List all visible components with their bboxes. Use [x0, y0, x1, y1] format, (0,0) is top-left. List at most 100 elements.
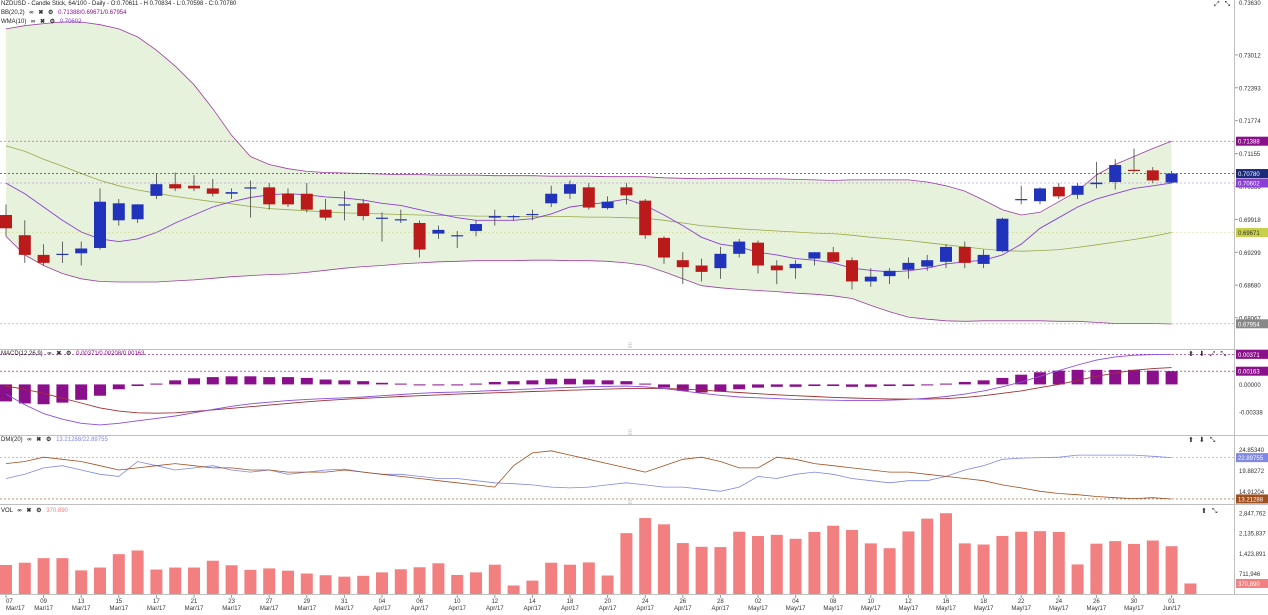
macd-histogram-bar	[432, 384, 445, 386]
macd-histogram-bar	[112, 384, 125, 390]
collapse-icon[interactable]: ⤡	[1224, 1, 1231, 8]
price-chart[interactable]	[0, 0, 1234, 349]
link-icon[interactable]: ∞	[47, 351, 52, 357]
resize-grip-icon[interactable]: ⁞⁞	[628, 430, 632, 437]
vol-header: VOL ∞ ✖ ⚙ 370.890	[1, 507, 68, 516]
macd-histogram-bar	[56, 384, 69, 403]
volume-bar	[958, 543, 971, 594]
settings-icon[interactable]: ⚙	[66, 351, 72, 357]
dmi-pane[interactable]: DMI(20) ∞ ✖ ⚙ 13.21288/22.89755 ⬆ ⬇ ⤡	[0, 436, 1234, 504]
macd-histogram-bar	[376, 382, 388, 385]
time-tick-month: Mar/17	[109, 606, 128, 612]
candle-body	[357, 203, 370, 217]
candle-body	[37, 254, 50, 263]
time-tick-month: Mar/17	[34, 606, 53, 612]
link-icon[interactable]: ∞	[29, 10, 34, 16]
collapse-icon[interactable]: ⤡	[1211, 508, 1218, 515]
candle-body	[1034, 188, 1046, 202]
time-tick-day: 12	[491, 599, 498, 605]
macd-pane[interactable]: MACD(12,26,9) ∞ ✖ ⚙ 0.00371/0.00208/0.00…	[0, 350, 1234, 435]
macd-histogram-bar	[244, 376, 257, 385]
candle-body	[545, 193, 558, 204]
macd-line	[5, 353, 1172, 426]
macd-chart[interactable]	[0, 350, 1234, 435]
move-up-icon[interactable]: ⬆	[1188, 437, 1194, 444]
move-up-icon[interactable]: ⬆	[1201, 508, 1207, 515]
close-icon[interactable]: ✖	[26, 508, 32, 514]
macd-tick-label: 0.00000	[1239, 383, 1261, 389]
resize-grip-icon[interactable]: ⁞⁞	[628, 343, 632, 350]
macd-histogram-bar	[733, 384, 746, 390]
wma-value: 0.70602	[59, 19, 82, 25]
price-badge	[1236, 169, 1268, 179]
dmi-label: DMI(20)	[1, 437, 23, 443]
volume-bar	[18, 562, 31, 594]
dmi-chart[interactable]	[0, 436, 1234, 504]
volume-bar	[94, 567, 106, 594]
link-icon[interactable]: ∞	[31, 19, 36, 25]
price-pane[interactable]: NZDUSD - Candle Stick, 64/100 - Daily - …	[0, 0, 1234, 349]
close-icon[interactable]: ✖	[36, 437, 42, 443]
volume-chart[interactable]	[0, 505, 1234, 594]
expand-icon[interactable]: ⤢	[1214, 1, 1220, 8]
close-icon[interactable]: ✖	[56, 351, 62, 357]
volume-bar	[451, 574, 464, 594]
candle-body	[526, 213, 539, 216]
expand-icon[interactable]: ⤢	[1209, 351, 1216, 358]
collapse-icon[interactable]: ⤡	[1209, 437, 1216, 444]
link-icon[interactable]: ∞	[17, 508, 22, 514]
pane-divider[interactable]	[0, 435, 1268, 436]
time-tick-month: Apr/17	[448, 606, 466, 612]
volume-bar	[695, 546, 708, 594]
candle-body	[846, 260, 858, 282]
bb-label: BB(20,2)	[1, 10, 25, 16]
macd-histogram-bar	[94, 384, 106, 396]
candle-body	[451, 235, 464, 237]
candle-body	[658, 237, 670, 258]
volume-bar	[864, 543, 877, 594]
time-tick-month: May/17	[748, 606, 768, 612]
move-down-icon[interactable]: ⬇	[1198, 437, 1205, 444]
volume-bar	[1184, 583, 1197, 594]
pane-divider[interactable]	[0, 349, 1268, 350]
collapse-icon[interactable]: ⤡	[1220, 351, 1226, 358]
time-tick-month: Apr/17	[561, 606, 579, 612]
time-tick-month: Mar/17	[6, 606, 25, 612]
settings-icon[interactable]: ⚙	[48, 10, 54, 16]
time-tick-month: May/17	[823, 606, 843, 612]
settings-icon[interactable]: ⚙	[49, 19, 56, 25]
macd-histogram-bar	[545, 378, 558, 385]
candle-body	[0, 215, 12, 229]
time-axis-svg: 07Mar/1709Mar/1713Mar/1715Mar/1717Mar/17…	[5, 595, 1181, 612]
macd-histogram-bar	[394, 383, 407, 385]
price-tick-label: 0.73012	[1239, 53, 1261, 59]
macd-histogram-bar	[658, 384, 670, 388]
close-icon[interactable]: ✖	[38, 10, 44, 16]
time-tick-month: May/17	[786, 606, 806, 612]
dmi-tick-label: 14.91204	[1239, 490, 1265, 496]
candle-body	[131, 204, 144, 220]
settings-icon[interactable]: ⚙	[46, 437, 52, 443]
candle-body	[1146, 170, 1159, 181]
macd-histogram-bar	[1165, 371, 1178, 385]
time-tick-month: Mar/17	[222, 606, 241, 612]
macd-histogram-bar	[582, 379, 595, 385]
volume-pane[interactable]: VOL ∞ ✖ ⚙ 370.890 ⬆ ⤡	[0, 505, 1234, 594]
move-down-icon[interactable]: ⬇	[1198, 351, 1205, 358]
volume-bar	[131, 550, 144, 594]
time-tick-month: Mar/17	[185, 606, 204, 612]
candle-body	[733, 241, 746, 254]
bb-header: BB(20,2) ∞ ✖ ⚙ 0.71388/0.69671/0.67954	[1, 9, 126, 18]
volume-tick-label: 1,423,891	[1239, 552, 1266, 558]
settings-icon[interactable]: ⚙	[36, 508, 42, 514]
move-up-icon[interactable]: ⬆	[1188, 351, 1194, 358]
macd-histogram-bar	[319, 379, 332, 385]
resize-grip-icon[interactable]: ⁞⁞	[628, 499, 632, 506]
close-icon[interactable]: ✖	[39, 19, 45, 25]
macd-axis: 0.00000 -0.00338 0.00371 0.00163	[1234, 349, 1268, 435]
pane-divider[interactable]	[0, 504, 1268, 505]
volume-bar	[940, 513, 952, 594]
dmi-axis-svg: 24.85340 19.88272 14.91204 22.89755 13.21288	[1236, 448, 1268, 504]
link-icon[interactable]: ∞	[27, 437, 32, 443]
volume-bar	[526, 580, 539, 594]
